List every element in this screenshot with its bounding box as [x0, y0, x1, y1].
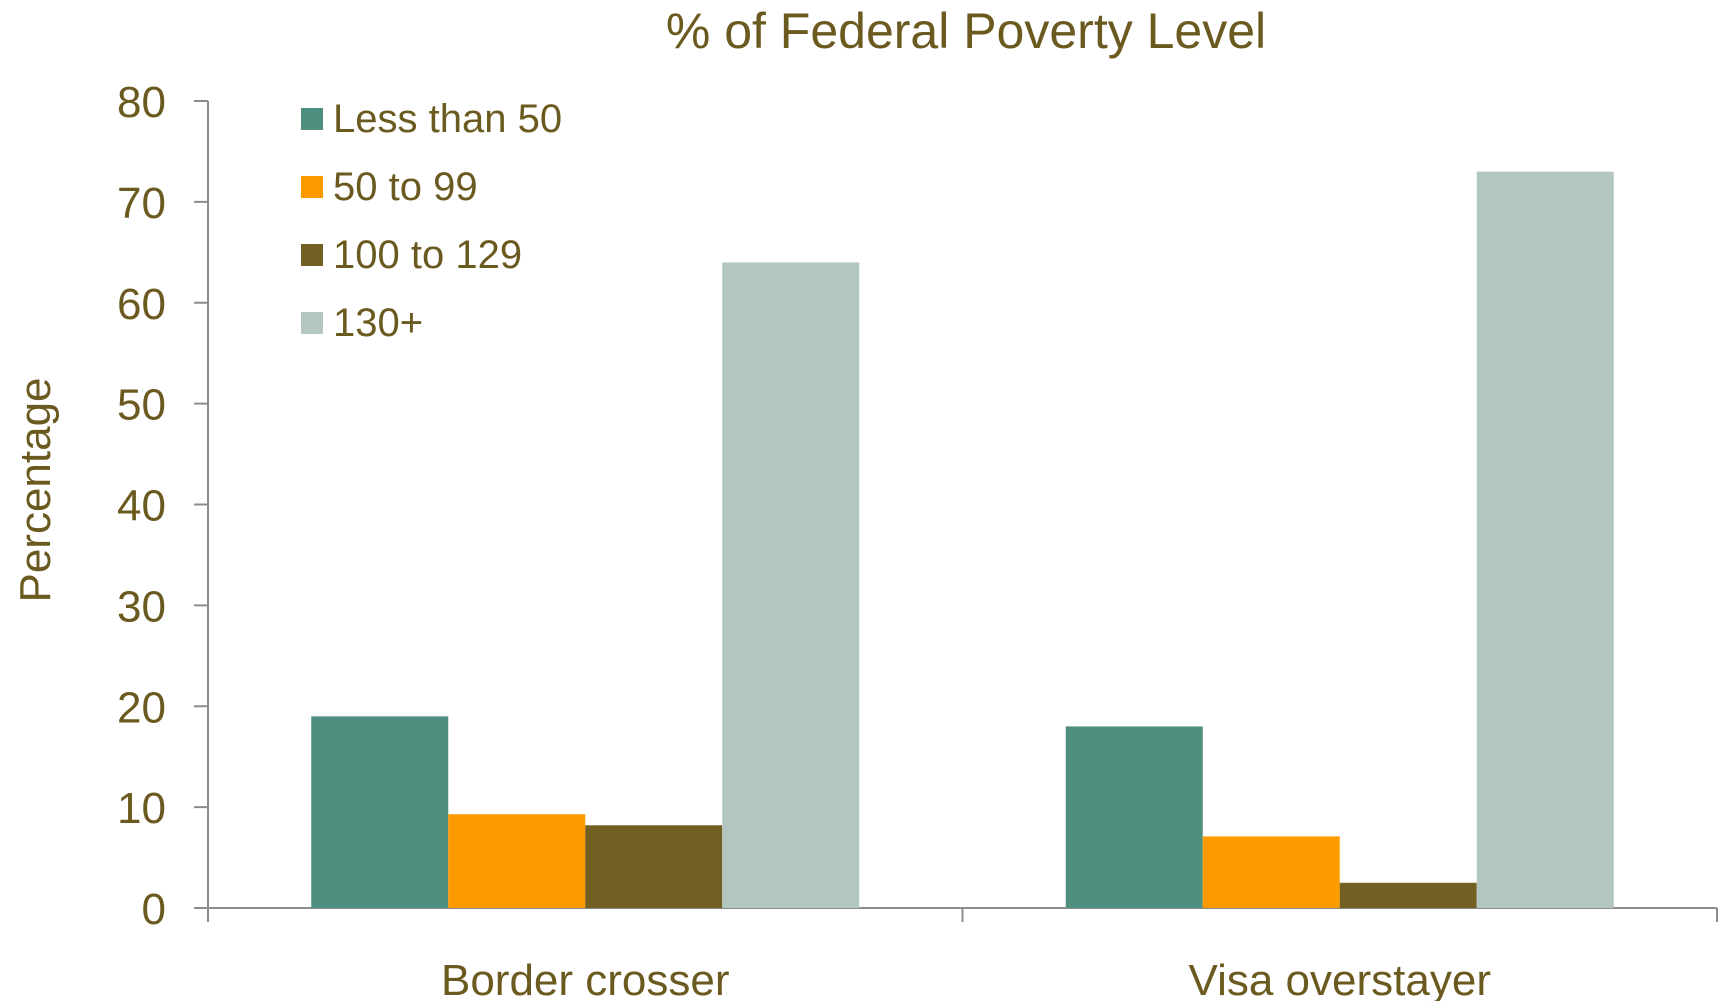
y-tick-label: 20	[117, 683, 166, 732]
y-axis-label: Percentage	[11, 377, 60, 602]
legend-label: Less than 50	[333, 97, 562, 141]
x-tick-label: Border crosser	[441, 956, 730, 1001]
bar-less-than-50-0	[311, 716, 449, 908]
x-axis-tick-labels: Border crosser Visa overstayer	[441, 956, 1491, 1005]
bar-130--1	[1476, 171, 1614, 909]
y-tick-label: 10	[117, 784, 166, 833]
legend-swatch	[301, 176, 323, 198]
y-tick-label: 70	[117, 179, 166, 228]
legend-label: 130+	[333, 301, 423, 345]
legend-swatch	[301, 108, 323, 130]
bar-100-to-129-1	[1339, 882, 1477, 908]
bar-50-to-99-0	[448, 814, 586, 908]
bar-130--0	[722, 262, 860, 908]
legend: Less than 50 50 to 99 100 to 129 130+	[301, 97, 562, 345]
y-tick-label: 0	[142, 885, 166, 934]
bar-100-to-129-0	[585, 825, 723, 908]
x-tick-label: Visa overstayer	[1189, 956, 1491, 1001]
y-tick-label: 40	[117, 482, 166, 531]
y-axis-ticks: 0 10 20 30 40 50 60 70 80	[117, 78, 208, 934]
legend-swatch	[301, 312, 323, 334]
y-tick-label: 30	[117, 582, 166, 631]
bar-50-to-99-1	[1202, 836, 1340, 908]
legend-label: 100 to 129	[333, 233, 522, 277]
bars	[311, 171, 1614, 909]
y-tick-label: 60	[117, 280, 166, 329]
bar-less-than-50-1	[1065, 726, 1203, 908]
chart-title: % of Federal Poverty Level	[666, 3, 1266, 59]
y-tick-label: 80	[117, 78, 166, 127]
legend-label: 50 to 99	[333, 165, 478, 209]
legend-swatch	[301, 244, 323, 266]
y-tick-label: 50	[117, 381, 166, 430]
